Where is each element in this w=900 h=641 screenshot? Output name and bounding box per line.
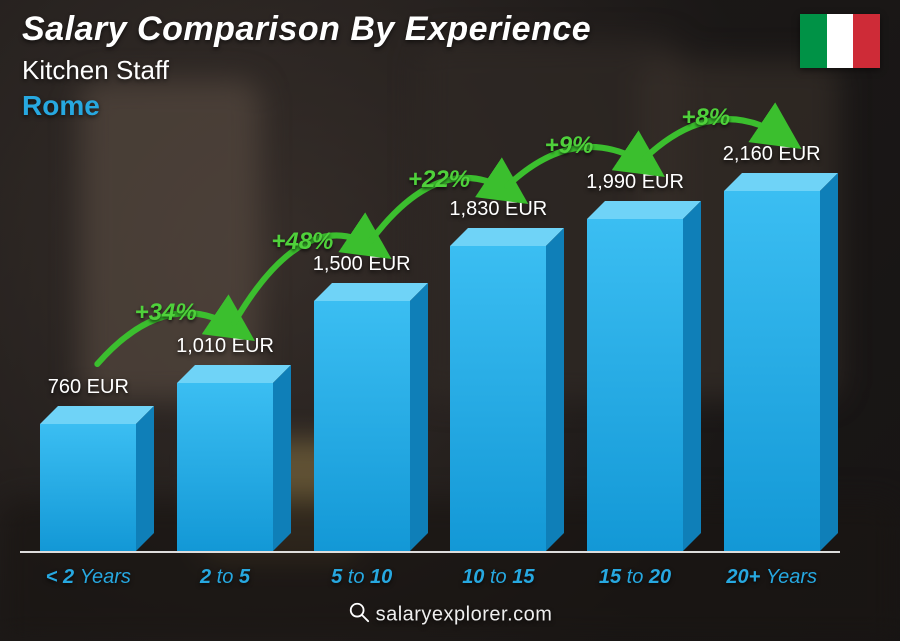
bar-value-label: 1,010 EUR (145, 335, 305, 358)
chart-title: Salary Comparison By Experience (22, 10, 591, 49)
bar-front (450, 246, 546, 551)
bar-side-face (683, 201, 701, 551)
bars-container: 760 EUR 1,010 EUR 1,500 EUR 1,830 EUR 1,990 … (20, 140, 840, 551)
bar-side-face (136, 406, 154, 551)
x-axis-label: 5 to 10 (293, 566, 430, 589)
bar-side-face (546, 228, 564, 551)
bar-slot: 1,500 EUR (293, 140, 430, 551)
bar-front (177, 383, 273, 551)
bar-value-label: 1,830 EUR (418, 198, 578, 221)
bar-chart: 760 EUR 1,010 EUR 1,500 EUR 1,830 EUR 1,990 … (20, 140, 840, 551)
flag-stripe-white (827, 14, 854, 68)
bar-slot: 1,010 EUR (157, 140, 294, 551)
footer-text: salaryexplorer.com (376, 603, 553, 625)
flag-stripe-green (800, 14, 827, 68)
bar-slot: 1,830 EUR (430, 140, 567, 551)
x-axis-label: 10 to 15 (430, 566, 567, 589)
title-block: Salary Comparison By Experience Kitchen … (22, 10, 591, 122)
growth-pct-label: +9% (545, 132, 594, 160)
bar: 1,500 EUR (314, 301, 410, 551)
x-axis-label: 20+ Years (703, 566, 840, 589)
country-flag-italy (800, 14, 880, 68)
bar-front (314, 301, 410, 551)
infographic-stage: Salary Comparison By Experience Kitchen … (0, 0, 900, 641)
growth-pct-label: +48% (271, 228, 333, 256)
growth-pct-label: +22% (408, 166, 470, 194)
bar-value-label: 2,160 EUR (692, 143, 852, 166)
x-axis-label: 15 to 20 (567, 566, 704, 589)
flag-stripe-red (853, 14, 880, 68)
bar-value-label: 1,990 EUR (555, 171, 715, 194)
bar: 1,990 EUR (587, 219, 683, 551)
x-axis-labels: < 2 Years2 to 55 to 1010 to 1515 to 2020… (20, 566, 840, 589)
growth-pct-label: +34% (135, 299, 197, 327)
bar-slot: 760 EUR (20, 140, 157, 551)
bar-front (587, 219, 683, 551)
bar-side-face (273, 365, 291, 551)
x-axis-label: < 2 Years (20, 566, 157, 589)
bar-top-face (314, 283, 428, 301)
bar: 2,160 EUR (724, 191, 820, 551)
bar-front (40, 424, 136, 551)
footer: salaryexplorer.com (0, 601, 900, 629)
chart-baseline (20, 551, 840, 553)
bar: 1,010 EUR (177, 383, 273, 551)
bar-slot: 2,160 EUR (703, 140, 840, 551)
bar-value-label: 760 EUR (8, 376, 168, 399)
bar-value-label: 1,500 EUR (282, 253, 442, 276)
bar: 1,830 EUR (450, 246, 546, 551)
bar-slot: 1,990 EUR (567, 140, 704, 551)
bar-front (724, 191, 820, 551)
bar-top-face (724, 173, 838, 191)
bar-side-face (410, 283, 428, 551)
x-axis-label: 2 to 5 (157, 566, 294, 589)
chart-location: Rome (22, 90, 591, 122)
chart-subtitle: Kitchen Staff (22, 55, 591, 86)
logo-icon (348, 601, 370, 629)
bar-side-face (820, 173, 838, 551)
bar: 760 EUR (40, 424, 136, 551)
growth-pct-label: +8% (681, 104, 730, 132)
